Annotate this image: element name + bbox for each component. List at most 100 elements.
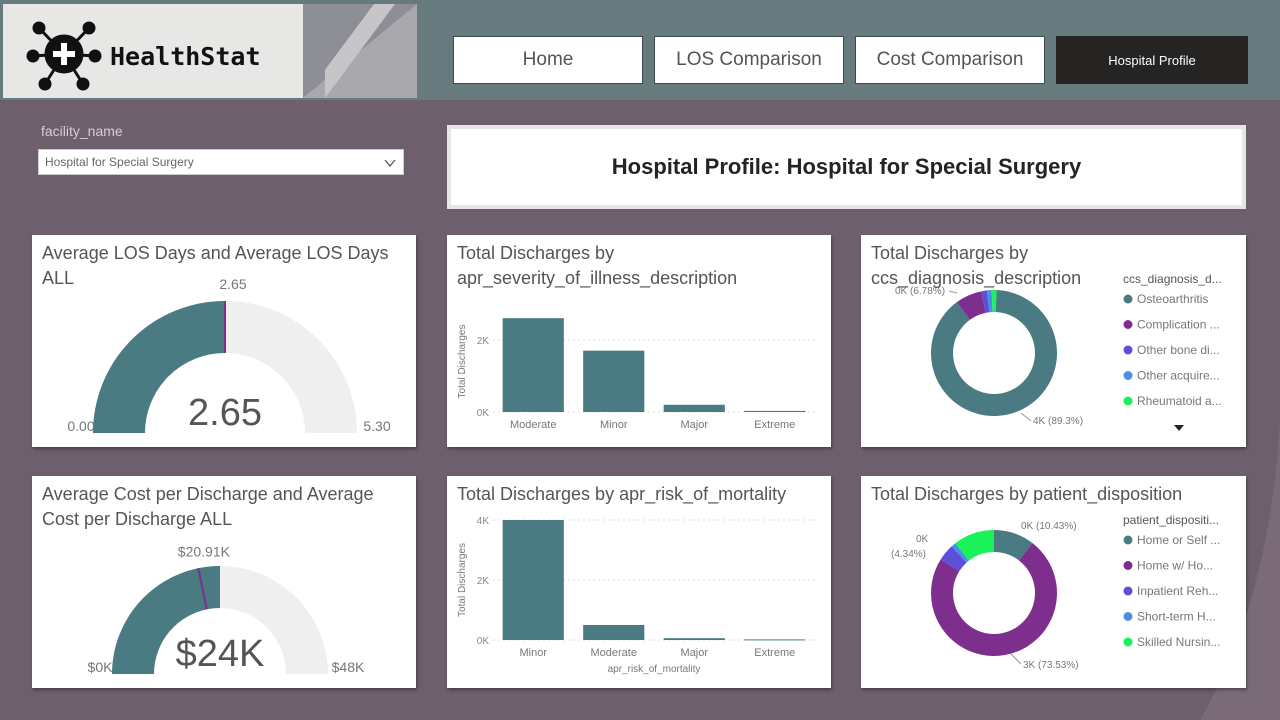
los-gauge-card[interactable]: Average LOS Days and Average LOS Days AL… — [32, 235, 416, 447]
donut-slice[interactable] — [955, 530, 994, 561]
donut-slice[interactable] — [940, 546, 967, 572]
bar-moderate[interactable] — [502, 318, 564, 412]
donut-slice[interactable] — [956, 291, 986, 320]
disposition-donut-title: Total Discharges by patient_disposition — [871, 484, 1183, 504]
slice-label: (4.34%) — [891, 549, 926, 560]
legend-item[interactable]: Home w/ Ho... — [1137, 559, 1213, 573]
x-tick-label: Minor — [600, 419, 628, 431]
x-tick-label: Extreme — [754, 419, 795, 431]
cost-gauge-card[interactable]: Average Cost per Discharge and Average C… — [32, 476, 416, 688]
donut-slice[interactable] — [931, 543, 1057, 656]
mortality-bar-chart: 0K 2K 4K Minor Moderate Major Extreme Total Dis… — [457, 516, 815, 675]
mortality-bar-card[interactable]: Total Discharges by apr_risk_of_mortalit… — [447, 476, 831, 688]
x-tick-label: Major — [680, 647, 708, 659]
severity-bar-card[interactable]: Total Discharges by apr_severity_of_illn… — [447, 235, 831, 447]
los-gauge-title: Average LOS Days and Average LOS Days AL… — [42, 243, 389, 288]
nav-home-button[interactable]: Home — [453, 36, 643, 84]
slice-label: 0K (6.78%) — [895, 286, 945, 297]
nav-los-comparison-button[interactable]: LOS Comparison — [654, 36, 844, 84]
legend-marker — [1123, 371, 1133, 380]
slice-label: 3K (73.53%) — [1023, 660, 1079, 671]
gauge-min-label: $0K — [88, 659, 114, 675]
legend-item[interactable]: Other acquire... — [1137, 369, 1220, 383]
gauge-value-label: $24K — [176, 633, 265, 675]
legend-marker — [1123, 320, 1133, 329]
gauge-max-label: $48K — [332, 659, 365, 675]
slice-label: 0K — [916, 534, 929, 545]
nav-cost-comparison-button[interactable]: Cost Comparison — [855, 36, 1045, 84]
legend-marker — [1123, 535, 1133, 545]
legend-scroll-down-icon[interactable] — [1174, 425, 1184, 431]
facility-slicer-dropdown[interactable]: Hospital for Special Surgery — [38, 149, 404, 175]
page-title: Hospital Profile: Hospital for Special S… — [451, 129, 1242, 205]
legend-marker — [1123, 637, 1133, 647]
legend-marker — [1123, 612, 1133, 621]
bar-major[interactable] — [663, 638, 725, 640]
y-tick-label: 2K — [477, 576, 490, 587]
donut-slice[interactable] — [981, 290, 990, 313]
cost-gauge: $24K $0K $48K $20.91K — [88, 543, 365, 675]
disposition-donut-card[interactable]: Total Discharges by patient_disposition … — [861, 476, 1246, 688]
x-tick-label: Moderate — [510, 419, 556, 431]
facility-slicer-label: facility_name — [41, 123, 123, 139]
legend-item[interactable]: Other bone di... — [1137, 343, 1220, 357]
x-tick-label: Moderate — [591, 647, 637, 659]
diagnosis-donut-title: Total Discharges by ccs_diagnosis_descri… — [871, 243, 1082, 288]
legend-item[interactable]: Rheumatoid a... — [1137, 394, 1222, 408]
bar-major[interactable] — [663, 404, 725, 412]
y-tick-label: 4K — [477, 516, 490, 527]
legend-item[interactable]: Osteoarthritis — [1137, 292, 1208, 306]
donut-slice[interactable] — [931, 290, 1057, 416]
healthstat-logo-icon — [26, 21, 102, 91]
legend-marker — [1123, 294, 1133, 304]
facility-slicer-value: Hospital for Special Surgery — [45, 155, 194, 169]
gauge-value-arc — [93, 301, 226, 434]
bar-extreme[interactable] — [744, 410, 806, 412]
legend-marker — [1123, 561, 1133, 570]
gauge-target-label: $20.91K — [178, 543, 231, 559]
x-tick-label: Major — [680, 419, 708, 431]
gauge-value-label: 2.65 — [188, 392, 262, 434]
logo-panel: HealthStat — [3, 4, 417, 98]
gauge-max-label: 5.30 — [363, 418, 390, 434]
slice-label: 4K (89.3%) — [1033, 416, 1083, 427]
donut-slice[interactable] — [951, 543, 969, 563]
gauge-target-marker — [197, 568, 208, 610]
y-tick-label: 0K — [477, 636, 490, 647]
bar-minor[interactable] — [502, 520, 564, 640]
legend-marker — [1123, 586, 1133, 596]
diagnosis-donut-card[interactable]: Total Discharges by ccs_diagnosis_descri… — [861, 235, 1246, 447]
x-tick-label: Extreme — [754, 647, 795, 659]
cost-gauge-title: Average Cost per Discharge and Average C… — [42, 484, 374, 529]
legend-item[interactable]: Skilled Nursin... — [1137, 635, 1220, 649]
legend-marker — [1123, 396, 1133, 406]
y-tick-label: 2K — [477, 336, 490, 347]
mortality-bar-title: Total Discharges by apr_risk_of_mortalit… — [457, 484, 787, 504]
legend-title: patient_dispositi... — [1123, 513, 1219, 527]
donut-slice[interactable] — [986, 290, 993, 313]
x-tick-label: Minor — [519, 647, 547, 659]
severity-bar-chart: 0K 2K Moderate Minor Major Extreme Total Disch… — [457, 318, 815, 431]
bar-extreme[interactable] — [744, 639, 806, 641]
diagnosis-donut-chart: ccs_diagnosis_d... Osteoarthritis Complica… — [895, 272, 1222, 431]
donut-slice[interactable] — [994, 530, 1033, 561]
gauge-target-label: 2.65 — [219, 276, 246, 292]
leader-line — [1010, 653, 1022, 665]
y-tick-label: 0K — [477, 408, 490, 419]
top-navigation-bar: HealthStat Home LOS Comparison Cost Comp… — [0, 0, 1280, 100]
legend-item[interactable]: Home or Self ... — [1137, 533, 1220, 547]
chevron-down-icon[interactable] — [383, 156, 397, 170]
brand-name: HealthStat — [110, 42, 261, 71]
disposition-donut-chart: patient_dispositi... Home or Self ... Home… — [891, 513, 1220, 671]
legend-item[interactable]: Inpatient Reh... — [1137, 584, 1218, 598]
bar-minor[interactable] — [583, 350, 645, 412]
legend-item[interactable]: Complication ... — [1137, 318, 1220, 332]
bar-moderate[interactable] — [583, 625, 645, 640]
donut-slice[interactable] — [991, 290, 997, 313]
slice-label: 0K (10.43%) — [1021, 521, 1077, 532]
los-gauge: 2.65 0.00 5.30 2.65 — [67, 276, 390, 434]
legend-item[interactable]: Short-term H... — [1137, 610, 1216, 624]
y-axis-label: Total Discharges — [457, 325, 468, 399]
leader-line — [1020, 412, 1032, 422]
nav-hospital-profile-button[interactable]: Hospital Profile — [1056, 36, 1248, 84]
